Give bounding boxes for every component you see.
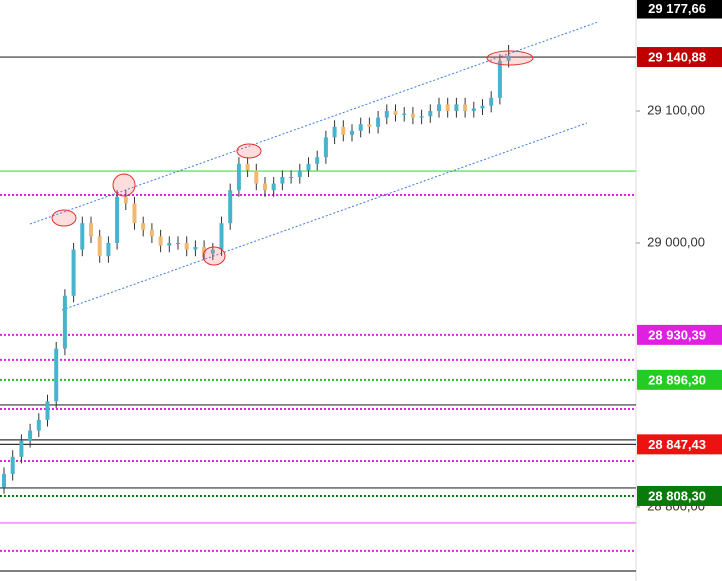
candle-body xyxy=(71,249,76,296)
candle-body xyxy=(350,130,354,135)
candle-body xyxy=(384,110,389,118)
candle-body xyxy=(167,242,172,246)
candle-body xyxy=(332,126,337,138)
candle-body xyxy=(132,203,137,224)
levels xyxy=(0,56,636,572)
candle-body xyxy=(306,163,311,171)
price-tag-label: 28 847,43 xyxy=(648,437,706,452)
candle-body xyxy=(289,176,294,178)
price-tag-label: 28 808,30 xyxy=(648,488,706,503)
price-tag-label: 28 896,30 xyxy=(648,372,706,387)
candle-body xyxy=(202,246,207,254)
channel-lower xyxy=(61,122,588,311)
candle-body xyxy=(480,105,485,109)
candle-body xyxy=(97,236,102,257)
candle-body xyxy=(2,473,6,488)
candle-body xyxy=(80,223,85,250)
candle-body xyxy=(489,97,494,106)
candle-body xyxy=(45,401,50,420)
candle-body xyxy=(106,242,111,257)
candle-body xyxy=(497,60,502,98)
candle-body xyxy=(28,430,33,441)
price-tag xyxy=(637,0,722,19)
candle-body xyxy=(184,242,189,250)
candle-body xyxy=(445,104,450,111)
candle-body xyxy=(149,229,154,237)
candle-body xyxy=(323,137,328,158)
plot-area xyxy=(0,0,636,581)
price-tag xyxy=(637,434,722,455)
circle-marker xyxy=(486,50,534,66)
circle-marker xyxy=(202,246,226,266)
candle-body xyxy=(54,348,59,402)
candle-body xyxy=(437,104,441,111)
candle-body xyxy=(19,440,24,457)
candle-body xyxy=(263,183,267,191)
candle-body xyxy=(210,249,215,254)
candle-body xyxy=(376,117,381,127)
candle-body xyxy=(419,116,424,118)
candle-body xyxy=(410,113,415,118)
circle-marker xyxy=(112,173,136,197)
candle-body xyxy=(506,55,511,61)
candle-body xyxy=(393,110,398,115)
price-tag xyxy=(637,324,722,345)
candle-body xyxy=(463,104,468,111)
candle-body xyxy=(62,295,67,349)
price-tag-label: 28 930,39 xyxy=(648,327,706,342)
candle-body xyxy=(115,196,120,243)
y-tick-label: 29 100,00 xyxy=(647,102,705,117)
candles xyxy=(2,45,511,494)
candle-body xyxy=(341,126,346,135)
candle-body xyxy=(123,196,128,204)
candle-body xyxy=(10,456,15,474)
candle-body xyxy=(367,124,372,127)
candle-body xyxy=(193,246,198,250)
candle-body xyxy=(158,236,163,246)
candle-body xyxy=(402,113,407,115)
candle-body xyxy=(89,223,93,237)
candle-body xyxy=(254,170,259,184)
price-tag-label: 29 177,66 xyxy=(648,1,706,16)
candle-body xyxy=(219,223,224,250)
candle-body xyxy=(358,124,363,131)
candle-body xyxy=(315,157,320,164)
candle-body xyxy=(271,183,276,191)
candle-body xyxy=(454,104,459,111)
candle-body xyxy=(228,190,233,224)
candle-body xyxy=(297,170,302,177)
candle-body xyxy=(280,176,285,184)
channel-upper xyxy=(29,21,599,225)
candle-body xyxy=(236,163,241,191)
candle-body xyxy=(36,419,41,431)
candle-body xyxy=(428,110,433,117)
candle-body xyxy=(176,242,180,244)
price-tag xyxy=(637,369,722,390)
y-tick-label: 29 000,00 xyxy=(647,234,705,249)
annotations xyxy=(51,50,534,266)
circle-marker xyxy=(51,209,77,227)
candle-body xyxy=(471,108,476,111)
candle-body xyxy=(141,223,146,230)
candle-body xyxy=(245,163,250,171)
price-tag-label: 29 140,88 xyxy=(648,49,706,64)
price-tag xyxy=(637,486,722,507)
circle-marker xyxy=(236,143,262,159)
price-tag xyxy=(637,47,722,68)
